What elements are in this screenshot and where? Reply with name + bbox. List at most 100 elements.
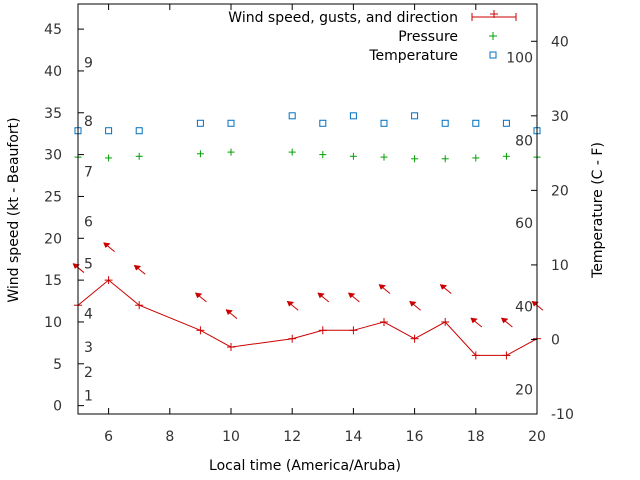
x-tick-label: 14 <box>344 429 362 445</box>
temperature-point <box>472 119 480 127</box>
pressure-point <box>472 154 480 162</box>
wind-direction-arrow <box>348 292 360 303</box>
y-left-tick-label: 45 <box>44 22 62 38</box>
beaufort-label: 9 <box>84 56 93 72</box>
pressure-point <box>502 152 510 160</box>
y-left-tick-label: 10 <box>44 315 62 331</box>
wind-direction-head <box>378 284 387 290</box>
pressure-point <box>196 150 204 158</box>
beaufort-label: 4 <box>84 307 93 323</box>
beaufort-label: 7 <box>84 164 93 180</box>
y-left-tick-label: 20 <box>44 231 62 247</box>
y-right-tick-label: 0 <box>551 332 560 348</box>
wind-speed-line <box>77 279 538 356</box>
temperature-point <box>319 119 327 127</box>
y-axis-title-left: Wind speed (kt - Beaufort) <box>6 117 22 302</box>
x-tick-label: 16 <box>406 429 424 445</box>
wind-speed-point <box>471 351 480 360</box>
tick-layer <box>78 4 538 415</box>
legend-label-temperature: Temperature <box>368 48 458 64</box>
wind-direction-head <box>348 292 356 299</box>
x-tick-label: 8 <box>165 429 174 445</box>
wind-speed-point <box>502 351 511 360</box>
pressure-point <box>288 148 296 156</box>
wind-direction-arrow <box>378 284 391 294</box>
wind-direction-arrow <box>501 317 513 328</box>
legend-label-pressure: Pressure <box>398 29 458 45</box>
wind-speed-point <box>441 317 450 326</box>
wind-speed-point <box>380 317 388 326</box>
wind-speed-point <box>349 326 358 335</box>
pressure-point <box>411 155 419 163</box>
x-tick-label: 20 <box>528 429 546 445</box>
fahrenheit-label: 60 <box>515 216 533 232</box>
wind-direction-head <box>225 309 234 316</box>
wind-direction-head <box>501 317 509 324</box>
y-axis-title-right: Temperature (C - F) <box>590 142 606 279</box>
y-right-tick-label: 10 <box>551 258 569 274</box>
pressure-point <box>441 155 449 163</box>
y-left-tick-label: 40 <box>44 64 62 80</box>
wind-direction-head <box>470 317 478 324</box>
wind-direction-head <box>317 292 325 299</box>
temperature-point <box>502 119 510 127</box>
pressure-point <box>135 152 143 160</box>
wind-direction-head <box>133 264 142 271</box>
beaufort-label: 8 <box>84 114 93 130</box>
wind-direction-arrow <box>286 300 299 311</box>
beaufort-label: 2 <box>84 365 93 381</box>
y-right-tick-label: 30 <box>551 109 569 125</box>
beaufort-label: 3 <box>84 340 93 356</box>
temperature-point <box>135 127 143 135</box>
pressure-point <box>319 151 327 159</box>
fahrenheit-label: 100 <box>506 51 533 67</box>
temperature-point <box>288 112 296 120</box>
y-right-tick-label: 20 <box>551 183 569 199</box>
y-right-tick-label: -10 <box>551 407 574 423</box>
wind-speed-point <box>288 334 297 343</box>
y-left-tick-label: 35 <box>44 106 62 122</box>
wind-direction-arrow <box>195 292 207 303</box>
x-tick-label: 6 <box>104 429 113 445</box>
temperature-point <box>196 119 204 127</box>
y-left-tick-label: 15 <box>44 273 62 289</box>
legend-marker-pressure <box>489 32 497 40</box>
wind-direction-head <box>409 300 417 307</box>
x-axis-title: Local time (America/Aruba) <box>209 458 401 474</box>
legend: Wind speed, gusts, and direction Pressur… <box>228 10 517 64</box>
wind-speed-point <box>135 301 144 310</box>
wind-direction-arrow <box>225 309 238 319</box>
temperature-point <box>105 127 113 135</box>
legend-label-wind: Wind speed, gusts, and direction <box>228 10 458 26</box>
x-tick-label: 12 <box>283 429 301 445</box>
wind-direction-head <box>286 300 295 307</box>
x-tick-label: 10 <box>222 429 240 445</box>
wind-direction-head <box>439 284 448 290</box>
wind-direction-arrow <box>439 284 452 294</box>
wind-direction-head <box>103 242 111 249</box>
legend-marker-temperature <box>489 51 497 59</box>
temperature-point <box>227 119 235 127</box>
beaufort-label: 6 <box>84 215 93 231</box>
temperature-point <box>411 112 419 120</box>
wind-direction-arrow <box>470 317 483 328</box>
y-left-tick-label: 0 <box>53 399 62 415</box>
y-left-tick-label: 5 <box>53 357 62 373</box>
fahrenheit-label: 40 <box>515 300 533 316</box>
wind-direction-arrow <box>409 300 421 311</box>
beaufort-label: 5 <box>84 256 93 272</box>
temperature-point <box>380 119 388 127</box>
legend-swatch-wind <box>471 10 517 21</box>
temperature-point <box>349 112 357 120</box>
x-tick-label: 18 <box>467 429 485 445</box>
pressure-point <box>105 154 113 162</box>
fahrenheit-label: 80 <box>515 133 533 149</box>
wind-speed-point <box>410 334 419 343</box>
pressure-point <box>380 153 388 161</box>
beaufort-label: 1 <box>84 389 93 405</box>
pressure-point <box>349 152 357 160</box>
temperature-point <box>441 119 449 127</box>
pressure-point <box>227 148 235 156</box>
